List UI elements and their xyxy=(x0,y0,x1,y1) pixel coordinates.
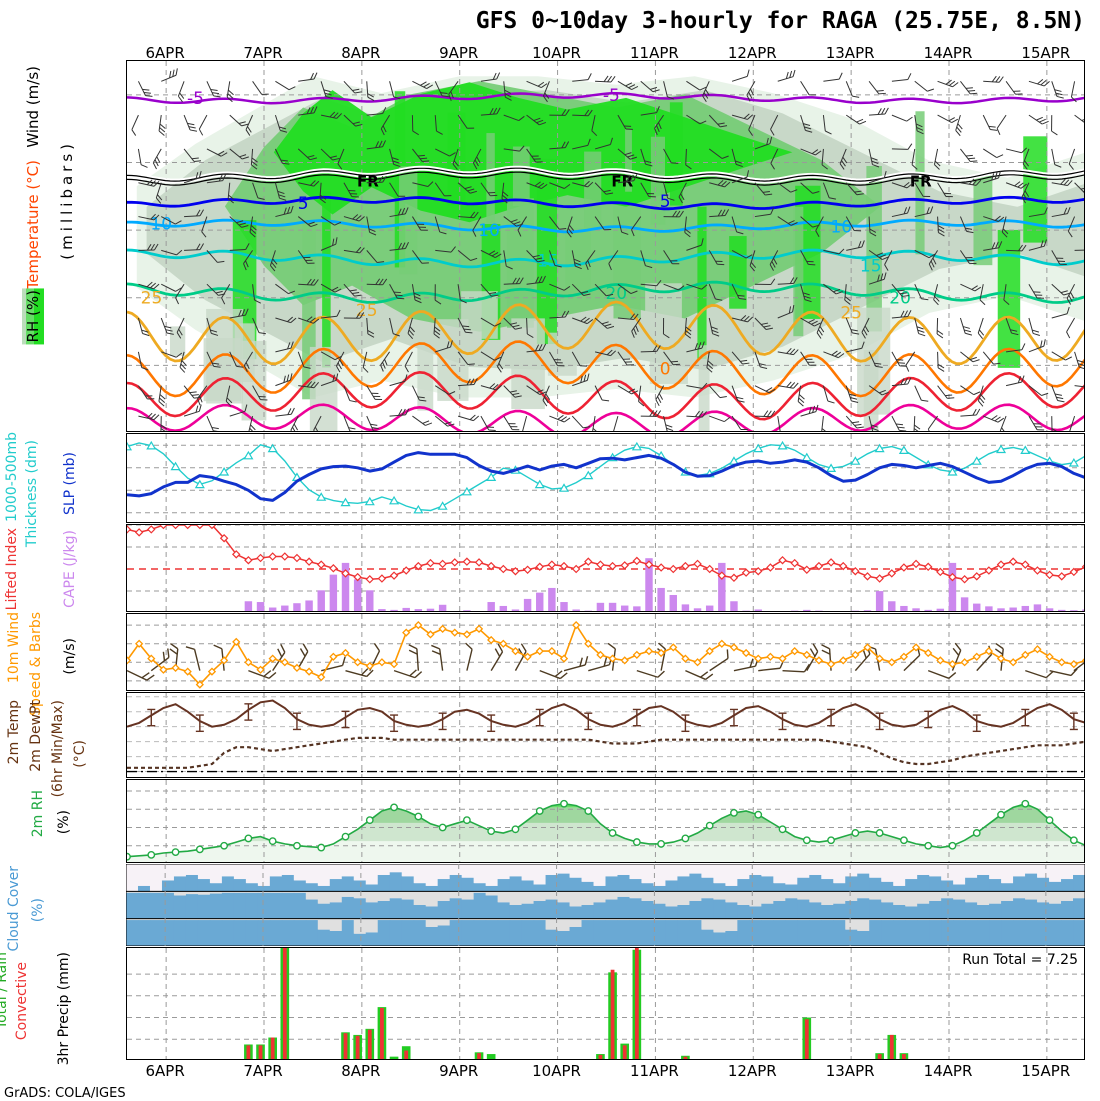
date-label-bottom-13apr: 13APR xyxy=(810,1062,890,1082)
axis-label-temp2m: 2m Temp xyxy=(6,700,22,764)
svg-text:FR: FR xyxy=(357,173,379,191)
y-tick-mark xyxy=(126,681,127,682)
y-tick-mark xyxy=(126,625,127,626)
y-tick-mark xyxy=(126,591,127,592)
date-label-bottom-7apr: 7APR xyxy=(223,1062,303,1082)
svg-text:5: 5 xyxy=(298,194,309,214)
run-total-label: Run Total = 7.25 xyxy=(962,952,1078,968)
axis-label-precip: 3hr Precip (mm) xyxy=(56,952,72,1065)
y-tick-mark xyxy=(126,298,127,299)
temp-dewpt-panel[interactable]: 4032241680 xyxy=(126,692,1085,778)
y-tick-mark xyxy=(126,443,127,444)
svg-text:-5: -5 xyxy=(187,89,204,109)
y-tick-mark xyxy=(126,772,127,773)
cloud-cover-panel[interactable]: highmiddlelow xyxy=(126,864,1085,946)
svg-text:25: 25 xyxy=(840,304,862,324)
y-tick-mark xyxy=(126,697,127,698)
wind10m-panel[interactable]: 4321 xyxy=(126,613,1085,691)
y-tick-mark xyxy=(126,644,127,645)
y-tick-mark xyxy=(126,162,127,163)
date-label-bottom-15apr: 15APR xyxy=(1006,1062,1086,1082)
axis-label-ms: (m/s) xyxy=(62,638,78,675)
axis-label-thickness-range: 1000-500mb xyxy=(4,432,20,522)
axis-label-degc: (°C) xyxy=(72,740,88,768)
upper-air-sounding-panel[interactable]: FRFRFR-5-5551010101515202025252505006007… xyxy=(126,60,1085,432)
y-tick-mark xyxy=(126,846,127,847)
y-tick-mark xyxy=(126,827,127,828)
plot-canvas xyxy=(127,948,1085,1060)
axis-label-rh2m-pct: (%) xyxy=(56,810,72,834)
y-tick-mark xyxy=(126,712,127,713)
axis-label-minmax: (6hr Min/Max) xyxy=(50,700,66,797)
svg-text:-5: -5 xyxy=(603,86,620,106)
svg-text:5: 5 xyxy=(660,192,671,212)
axis-label-slp: SLP (mb) xyxy=(62,452,78,515)
y-tick-mark xyxy=(126,1018,127,1019)
date-label-bottom-11apr: 11APR xyxy=(614,1062,694,1082)
svg-text:20: 20 xyxy=(605,284,627,304)
axis-label-total-rain: Total / Rain xyxy=(0,952,10,1029)
y-tick-mark xyxy=(126,515,127,516)
y-tick-mark xyxy=(126,791,127,792)
y-tick-mark xyxy=(126,742,127,743)
axis-label-convective: Convective xyxy=(14,962,30,1040)
axis-label-rh: RH (%) xyxy=(22,288,44,344)
svg-text:0: 0 xyxy=(660,360,671,380)
y-tick-mark xyxy=(126,974,127,975)
axis-label-wind: Wind (m/s) xyxy=(24,66,42,148)
y-tick-mark xyxy=(126,365,127,366)
y-tick-mark xyxy=(126,727,127,728)
axis-label-temperature: Temperature (°C) xyxy=(24,160,42,289)
plot-canvas xyxy=(127,780,1085,863)
plot-canvas xyxy=(127,434,1085,523)
date-label-bottom-9apr: 9APR xyxy=(419,1062,499,1082)
axis-label-millibars: (millibars) xyxy=(58,140,76,260)
y-tick-mark xyxy=(126,662,127,663)
axis-label-wind10m: 10m Wind xyxy=(6,612,22,683)
cape-lifted-index-panel[interactable]: -6-3036843562281 xyxy=(126,524,1085,612)
y-tick-mark xyxy=(126,95,127,96)
plot-canvas xyxy=(126,864,1085,946)
plot-canvas xyxy=(127,614,1085,691)
credit-text: GrADS: COLA/IGES xyxy=(4,1086,126,1101)
rh2m-panel[interactable]: 80604020 xyxy=(126,779,1085,863)
date-label-bottom-6apr: 6APR xyxy=(125,1062,205,1082)
page-title: GFS 0~10day 3-hourly for RAGA (25.75E, 8… xyxy=(0,8,1085,34)
date-label-bottom-10apr: 10APR xyxy=(517,1062,597,1082)
slp-thickness-panel[interactable]: 58658458258057810121008100410001000 xyxy=(126,433,1085,523)
date-label-bottom-8apr: 8APR xyxy=(321,1062,401,1082)
y-tick-mark xyxy=(126,525,127,526)
y-tick-mark xyxy=(126,461,127,462)
axis-label-rh2m: 2m RH xyxy=(30,790,46,837)
axis-label-cape: CAPE (J/kg) xyxy=(62,530,78,608)
svg-text:FR: FR xyxy=(910,173,932,191)
svg-text:10: 10 xyxy=(478,221,500,241)
y-tick-mark xyxy=(126,569,127,570)
y-tick-mark xyxy=(126,230,127,231)
svg-text:10: 10 xyxy=(150,214,172,234)
plot-canvas xyxy=(127,693,1085,778)
y-tick-mark xyxy=(126,1039,127,1040)
axis-label-cloud-pct: (%) xyxy=(30,898,46,922)
y-tick-mark xyxy=(126,809,127,810)
y-tick-mark xyxy=(126,479,127,480)
axis-label-cloudcover: Cloud Cover xyxy=(6,866,22,951)
date-label-bottom-14apr: 14APR xyxy=(908,1062,988,1082)
plot-canvas xyxy=(127,525,1085,612)
axis-label-lifted-index: Lifted Index xyxy=(4,528,20,610)
y-tick-mark xyxy=(126,757,127,758)
date-label-bottom-12apr: 12APR xyxy=(712,1062,792,1082)
y-tick-mark xyxy=(126,497,127,498)
svg-text:25: 25 xyxy=(141,289,163,309)
axis-label-thickness: Thickness (dm) xyxy=(24,440,40,547)
svg-text:20: 20 xyxy=(889,289,911,309)
y-tick-mark xyxy=(126,547,127,548)
svg-text:15: 15 xyxy=(860,256,882,276)
y-tick-mark xyxy=(126,996,127,997)
axis-label-dewpt2m: 2m DewPt xyxy=(28,700,44,772)
